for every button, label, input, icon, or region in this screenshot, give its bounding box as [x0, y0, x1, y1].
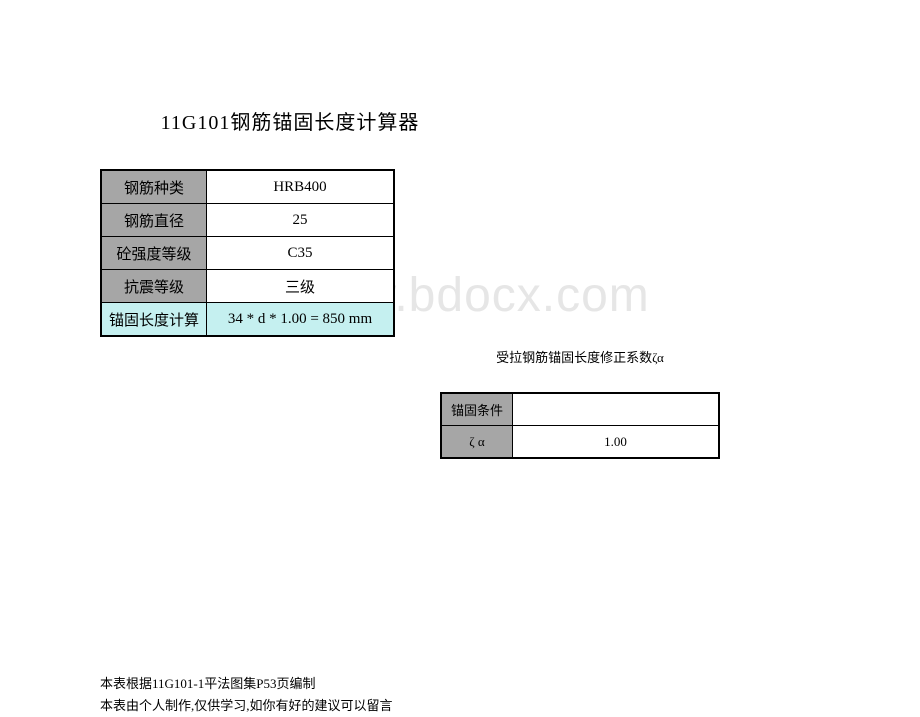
value-anchor-condition	[513, 393, 720, 426]
side-title: 受拉钢筋锚固长度修正系数ζα	[440, 347, 720, 366]
table-row: ζ α 1.00	[441, 426, 719, 459]
value-anchorage-calc: 34 * d * 1.00 = 850 mm	[207, 303, 395, 337]
table-row: 钢筋种类 HRB400	[101, 170, 394, 204]
table-row: 抗震等级 三级	[101, 270, 394, 303]
footnotes: 本表根据11G101-1平法图集P53页编制 本表由个人制作,仅供学习,如你有好…	[100, 673, 920, 717]
label-zeta-alpha: ζ α	[441, 426, 513, 459]
table-row: 钢筋直径 25	[101, 204, 394, 237]
label-concrete-grade: 砼强度等级	[101, 237, 207, 270]
footnote-line: 本表由个人制作,仅供学习,如你有好的建议可以留言	[100, 695, 920, 717]
side-table: 锚固条件 ζ α 1.00	[440, 392, 720, 459]
label-seismic-grade: 抗震等级	[101, 270, 207, 303]
label-rebar-type: 钢筋种类	[101, 170, 207, 204]
table-row: 砼强度等级 C35	[101, 237, 394, 270]
value-rebar-diameter: 25	[207, 204, 395, 237]
value-seismic-grade: 三级	[207, 270, 395, 303]
label-rebar-diameter: 钢筋直径	[101, 204, 207, 237]
value-zeta-alpha: 1.00	[513, 426, 720, 459]
footnote-line: 本表根据11G101-1平法图集P53页编制	[100, 673, 920, 695]
table-row: 锚固条件	[441, 393, 719, 426]
value-rebar-type: HRB400	[207, 170, 395, 204]
main-table: 钢筋种类 HRB400 钢筋直径 25 砼强度等级 C35 抗震等级 三级 锚固…	[100, 169, 395, 337]
label-anchor-condition: 锚固条件	[441, 393, 513, 426]
table-row-result: 锚固长度计算 34 * d * 1.00 = 850 mm	[101, 303, 394, 337]
value-concrete-grade: C35	[207, 237, 395, 270]
label-anchorage-calc: 锚固长度计算	[101, 303, 207, 337]
page-title: 11G101钢筋锚固长度计算器	[0, 106, 580, 135]
